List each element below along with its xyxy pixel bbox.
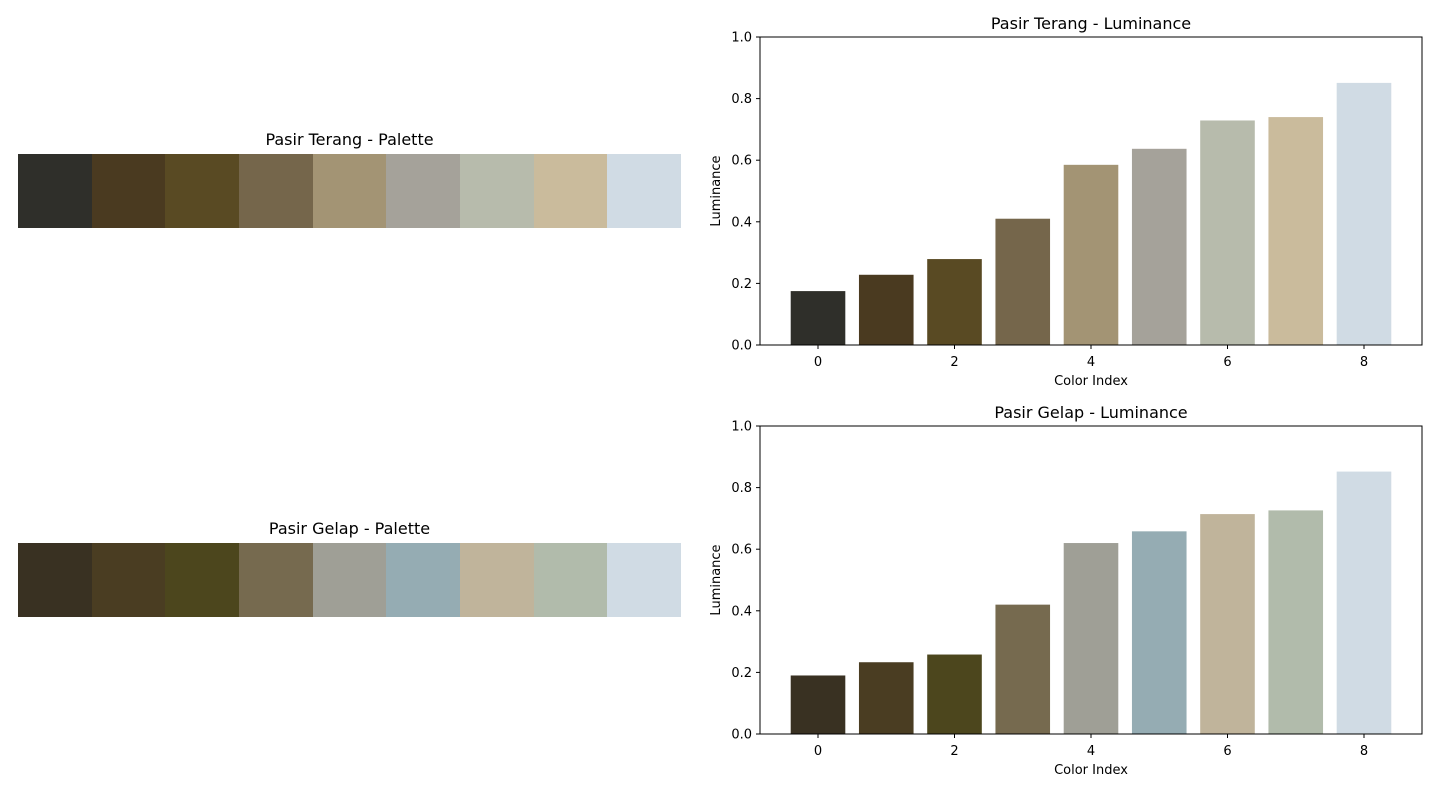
palette-strip-terang — [18, 154, 682, 228]
palette-swatch — [533, 154, 608, 228]
x-tick-label: 2 — [950, 355, 958, 370]
palette-strip-gelap — [18, 543, 682, 617]
x-tick-label: 8 — [1360, 355, 1368, 370]
x-tick-label: 8 — [1360, 744, 1368, 759]
bar — [1131, 531, 1187, 734]
y-tick-label: 1.0 — [731, 420, 752, 435]
bar — [1336, 471, 1392, 734]
bar — [790, 675, 846, 734]
y-tick-label: 0.0 — [731, 339, 752, 354]
x-tick-label: 0 — [814, 744, 822, 759]
y-tick-label: 0.0 — [731, 728, 752, 743]
y-axis-label: Luminance — [709, 155, 724, 226]
palette-swatch — [165, 154, 240, 228]
y-tick-label: 0.4 — [731, 604, 752, 619]
bar — [1268, 117, 1324, 345]
bar — [858, 662, 914, 734]
bar — [995, 604, 1051, 734]
palette-swatch — [18, 154, 92, 228]
bar — [1200, 120, 1255, 345]
palette-swatch — [165, 543, 240, 617]
palette-swatch — [460, 543, 534, 617]
palette-swatch — [607, 154, 682, 228]
x-tick-label: 4 — [1087, 355, 1095, 370]
bar — [1063, 543, 1119, 734]
palette-swatch — [460, 154, 534, 228]
x-tick-label: 6 — [1223, 355, 1231, 370]
palette-swatch — [386, 543, 461, 617]
x-tick-label: 6 — [1223, 744, 1231, 759]
bar — [927, 654, 982, 734]
palette-title-terang: Pasir Terang - Palette — [265, 130, 434, 149]
bar — [1268, 510, 1324, 734]
palette-swatch — [607, 543, 682, 617]
bar — [1063, 164, 1119, 345]
y-tick-label: 0.6 — [731, 543, 752, 558]
bar — [858, 274, 914, 345]
palette-swatch — [91, 154, 166, 228]
palette-swatch — [533, 543, 608, 617]
y-tick-label: 0.8 — [731, 92, 752, 107]
y-tick-label: 0.8 — [731, 481, 752, 496]
y-tick-label: 0.4 — [731, 215, 752, 230]
bar — [995, 218, 1051, 345]
y-tick-label: 0.6 — [731, 154, 752, 169]
y-tick-label: 1.0 — [731, 31, 752, 46]
bar — [1200, 514, 1255, 734]
y-tick-label: 0.2 — [731, 666, 752, 681]
bar — [927, 259, 982, 345]
palette-swatch — [239, 154, 313, 228]
palette-swatch — [386, 154, 461, 228]
bar — [1336, 82, 1392, 345]
x-axis-label: Color Index — [1054, 374, 1128, 389]
y-tick-label: 0.2 — [731, 277, 752, 292]
x-axis-label: Color Index — [1054, 763, 1128, 778]
x-tick-label: 2 — [950, 744, 958, 759]
bar — [790, 291, 846, 345]
palette-swatch — [18, 543, 92, 617]
chart-title: Pasir Terang - Luminance — [991, 14, 1191, 33]
palette-swatch — [312, 543, 387, 617]
palette-swatch — [91, 543, 166, 617]
palette-swatch — [239, 543, 313, 617]
chart-title: Pasir Gelap - Luminance — [994, 403, 1187, 422]
bar — [1131, 148, 1187, 345]
palette-title-gelap: Pasir Gelap - Palette — [268, 519, 431, 538]
x-tick-label: 4 — [1087, 744, 1095, 759]
x-tick-label: 0 — [814, 355, 822, 370]
palette-swatch — [312, 154, 387, 228]
y-axis-label: Luminance — [709, 544, 724, 615]
